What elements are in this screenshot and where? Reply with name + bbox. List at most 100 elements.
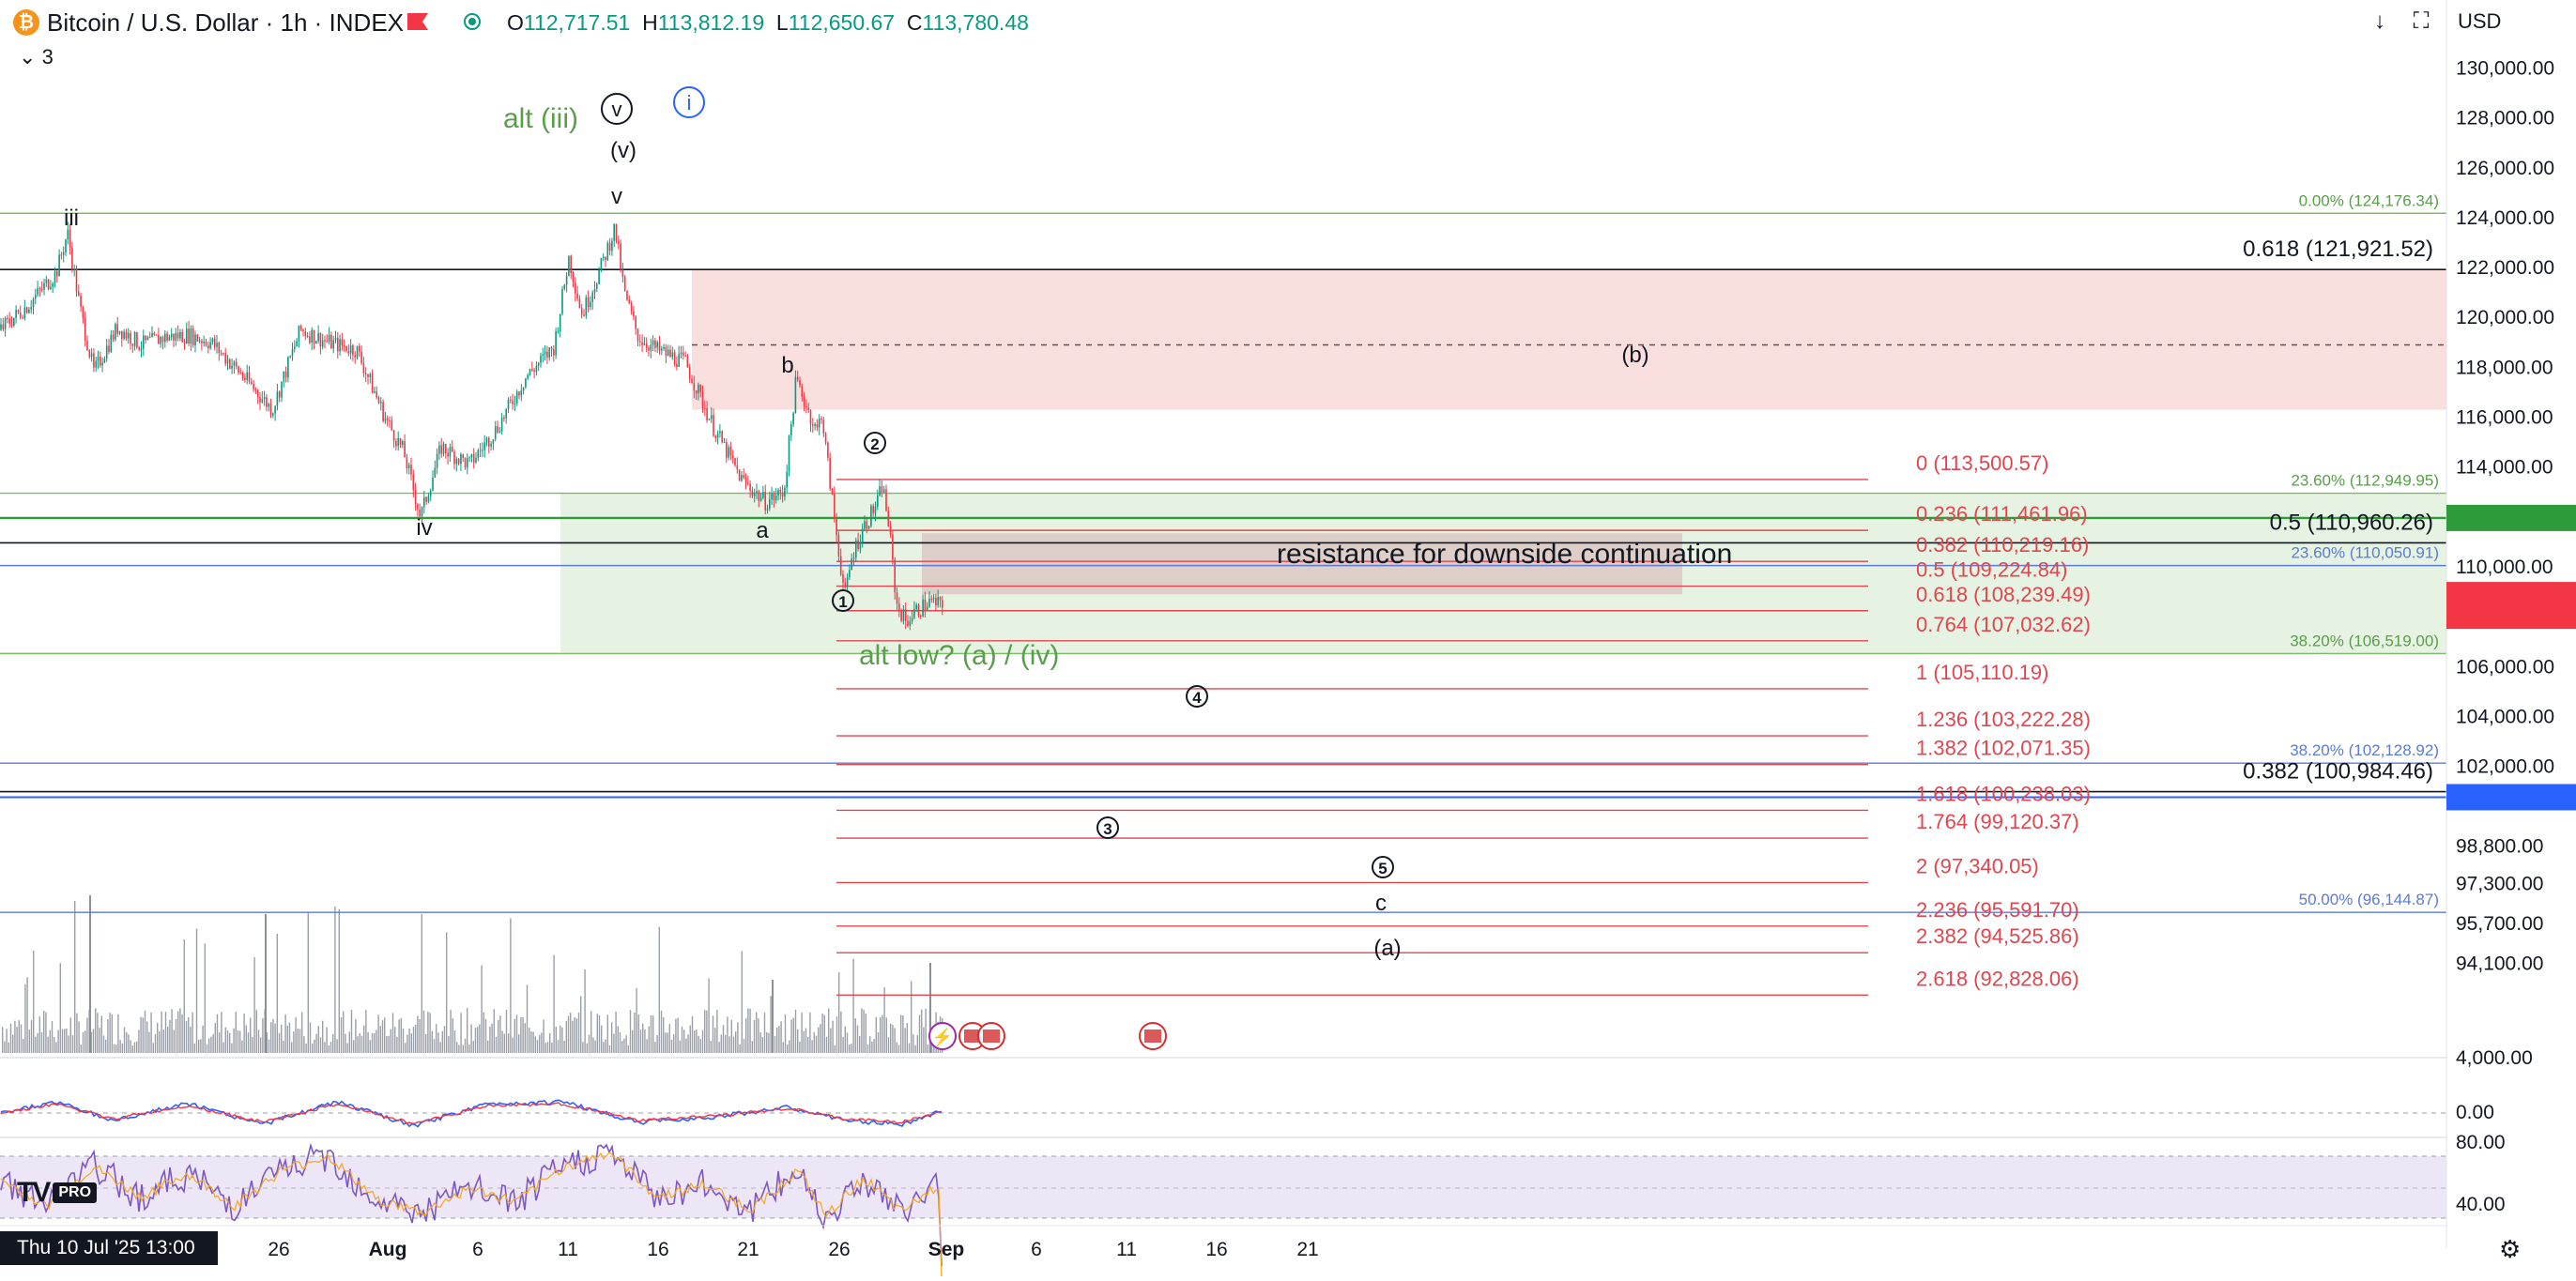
candle-body [846,576,849,587]
candle-body [256,389,259,397]
volume-bar [890,1023,892,1053]
candle-body [86,340,88,351]
volume-bar [534,1036,536,1053]
volume-bar [136,1041,138,1053]
time-axis-tick: 26 [268,1239,289,1260]
volume-bar [789,1040,790,1053]
volume-bar [348,1031,350,1053]
volume-bar [425,1033,427,1053]
volume-bar [97,1013,99,1053]
candle-body [306,336,309,337]
volume-bar [464,1038,467,1053]
candle-body [734,458,736,465]
currency-label[interactable]: USD [2458,9,2502,33]
flag-icon[interactable] [406,11,430,32]
candle-body [116,324,118,334]
candle-body [744,477,747,483]
candle-body [812,424,814,426]
volume-bar [109,1013,111,1053]
volume-bar [852,958,854,1053]
candle-body [464,458,467,468]
price-axis-tick: 120,000.00 [2456,307,2554,328]
candle-body [440,445,442,454]
volume-bar [792,1017,794,1053]
candle-body [932,598,935,600]
candle-body [470,453,473,458]
volume-bar [720,1034,722,1053]
price-axis-tick: 118,000.00 [2456,357,2553,378]
volume-bar [561,1027,563,1053]
candle-body [311,329,313,343]
volume-bar [90,1031,92,1053]
volume-bar [338,908,340,1053]
candle-body [857,540,859,550]
volume-bar [530,1030,532,1053]
candle-body [479,450,482,451]
candle-body [164,333,166,343]
candle-body [467,458,468,468]
volume-bar [181,1014,183,1053]
volume-bar [677,1017,679,1053]
candle-body [844,582,847,587]
volume-bar [57,1029,59,1053]
volume-bar [245,1025,247,1053]
download-icon[interactable]: ↓ [2374,8,2385,34]
fullscreen-icon[interactable]: ⛶ [2413,8,2430,34]
volume-bar [603,1042,605,1053]
candle-body [190,328,192,344]
candle-body [377,397,380,404]
volume-bar [297,1029,299,1053]
volume-bar [730,1019,732,1053]
price-axis-tick: 130,000.00 [2456,58,2554,80]
candle-body [548,347,550,358]
candle-body [851,558,852,571]
volume-bar [807,1037,809,1053]
volume-bar [567,1015,570,1053]
candle-body [347,351,350,354]
candle-body [531,369,533,371]
candle-body [161,337,164,343]
volume-bar [140,1016,142,1053]
candle-body [773,493,775,501]
volume-bar [229,1032,231,1053]
volume-bar [410,1033,412,1053]
volume-bar [105,1039,107,1053]
candle-body [22,317,23,319]
volume-bar [790,1019,792,1053]
volume-bar [532,1031,534,1053]
candle-body [115,324,116,340]
indicators-collapse-button[interactable]: ⌄ 3 [13,45,59,69]
volume-bar [436,1024,437,1053]
volume-bar [524,1023,526,1053]
candle-body [578,298,581,309]
candle-body [836,517,837,536]
volume-bar [272,1018,274,1053]
volume-bar [632,1029,634,1053]
symbol-title[interactable]: Bitcoin / U.S. Dollar · 1h · INDEX [47,8,404,37]
volume-bar [875,1016,877,1053]
gear-icon[interactable]: ⚙ [2499,1235,2522,1263]
candle-body [794,376,797,414]
lightning-icon[interactable] [928,1022,957,1050]
candle-body [620,243,621,270]
status-dot-icon [464,13,481,30]
candle-body [330,334,332,349]
candle-body [565,276,568,285]
candle-body [591,292,593,302]
candle-body [284,371,287,378]
candle-body [2,324,5,329]
volume-bar [648,1026,650,1053]
candle-body [421,507,423,517]
candle-body [658,342,661,351]
candle-body [449,447,452,457]
candle-body [708,419,711,420]
volume-bar [735,1031,737,1053]
candle-body [472,453,475,463]
chevron-down-icon: ⌄ [19,45,37,69]
candle-body [645,343,648,348]
volume-bar [553,954,555,1053]
volume-bar [551,1042,553,1053]
time-axis-tick: 16 [1205,1239,1227,1260]
